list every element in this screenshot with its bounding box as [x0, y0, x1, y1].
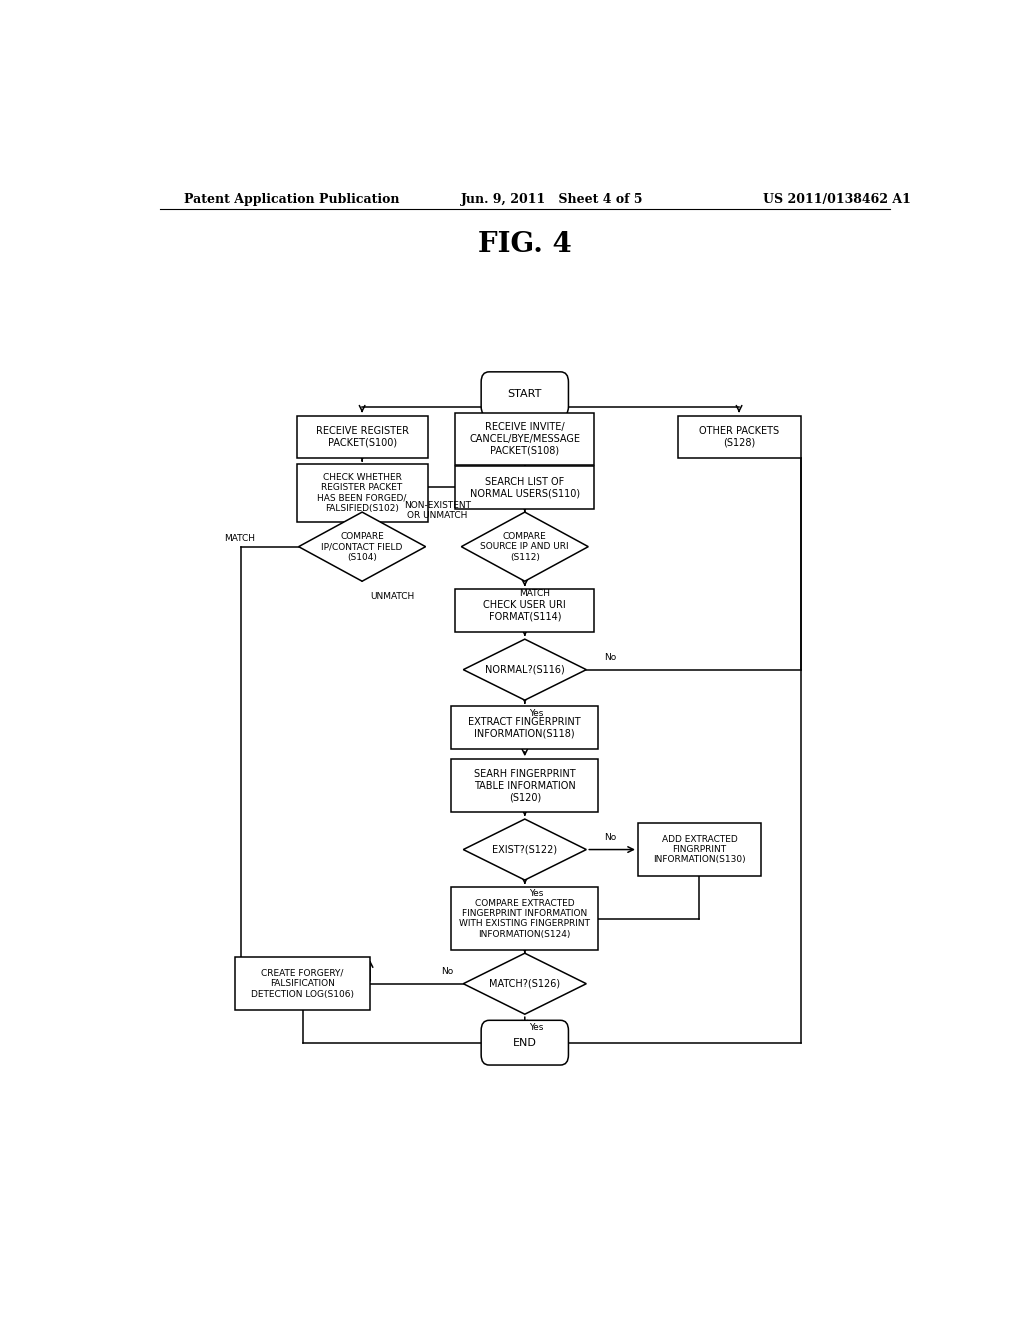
Text: ADD EXTRACTED
FINGRPRINT
INFORMATION(S130): ADD EXTRACTED FINGRPRINT INFORMATION(S13…	[653, 834, 745, 865]
Text: Yes: Yes	[529, 709, 544, 718]
Polygon shape	[463, 953, 587, 1014]
Text: No: No	[604, 653, 616, 661]
Text: SEARH FINGERPRINT
TABLE INFORMATION
(S120): SEARH FINGERPRINT TABLE INFORMATION (S12…	[474, 770, 575, 803]
Text: CREATE FORGERY/
FALSIFICATION
DETECTION LOG(S106): CREATE FORGERY/ FALSIFICATION DETECTION …	[251, 969, 354, 999]
FancyBboxPatch shape	[481, 372, 568, 417]
Text: CHECK WHETHER
REGISTER PACKET
HAS BEEN FORGED/
FALSIFIED(S102): CHECK WHETHER REGISTER PACKET HAS BEEN F…	[317, 473, 407, 513]
Text: EXIST?(S122): EXIST?(S122)	[493, 845, 557, 854]
Bar	[456, 466, 594, 510]
Text: NORMAL?(S116): NORMAL?(S116)	[485, 665, 564, 675]
Text: EXTRACT FINGERPRINT
INFORMATION(S118): EXTRACT FINGERPRINT INFORMATION(S118)	[469, 717, 581, 738]
Polygon shape	[463, 639, 587, 700]
Bar	[452, 706, 598, 748]
Text: Patent Application Publication: Patent Application Publication	[183, 193, 399, 206]
Bar	[456, 589, 594, 632]
Text: CHECK USER URI
FORMAT(S114): CHECK USER URI FORMAT(S114)	[483, 599, 566, 622]
Text: MATCH: MATCH	[519, 589, 550, 598]
Bar	[297, 463, 428, 521]
Text: FIG. 4: FIG. 4	[478, 231, 571, 259]
Bar	[297, 416, 428, 458]
Text: MATCH: MATCH	[224, 535, 255, 543]
Bar	[456, 413, 594, 466]
Text: Yes: Yes	[529, 888, 544, 898]
Bar	[452, 759, 598, 812]
Text: OTHER PACKETS
(S128): OTHER PACKETS (S128)	[699, 426, 779, 447]
Bar	[452, 887, 598, 950]
Text: RECEIVE REGISTER
PACKET(S100): RECEIVE REGISTER PACKET(S100)	[315, 426, 409, 447]
Text: Yes: Yes	[529, 1023, 544, 1032]
Polygon shape	[299, 512, 426, 581]
Text: COMPARE
SOURCE IP AND URI
(S112): COMPARE SOURCE IP AND URI (S112)	[480, 532, 569, 561]
Text: No: No	[441, 968, 454, 975]
Text: COMPARE
IP/CONTACT FIELD
(S104): COMPARE IP/CONTACT FIELD (S104)	[322, 532, 402, 561]
Text: START: START	[508, 389, 542, 399]
Bar	[678, 416, 801, 458]
Text: MATCH?(S126): MATCH?(S126)	[489, 978, 560, 989]
Polygon shape	[461, 512, 588, 581]
Text: US 2011/0138462 A1: US 2011/0138462 A1	[763, 193, 910, 206]
Bar	[236, 957, 370, 1010]
Text: RECEIVE INVITE/
CANCEL/BYE/MESSAGE
PACKET(S108): RECEIVE INVITE/ CANCEL/BYE/MESSAGE PACKE…	[469, 422, 581, 455]
Text: SEARCH LIST OF
NORMAL USERS(S110): SEARCH LIST OF NORMAL USERS(S110)	[470, 477, 580, 499]
FancyBboxPatch shape	[481, 1020, 568, 1065]
Text: COMPARE EXTRACTED
FINGERPRINT INFORMATION
WITH EXISTING FINGERPRINT
INFORMATION(: COMPARE EXTRACTED FINGERPRINT INFORMATIO…	[460, 899, 590, 939]
Text: No: No	[604, 833, 616, 842]
Polygon shape	[463, 818, 587, 880]
Text: NON-EXISTENT
OR UNMATCH: NON-EXISTENT OR UNMATCH	[404, 500, 471, 520]
Text: END: END	[513, 1038, 537, 1048]
Bar	[638, 824, 761, 876]
Text: Jun. 9, 2011   Sheet 4 of 5: Jun. 9, 2011 Sheet 4 of 5	[461, 193, 644, 206]
Text: UNMATCH: UNMATCH	[370, 591, 415, 601]
